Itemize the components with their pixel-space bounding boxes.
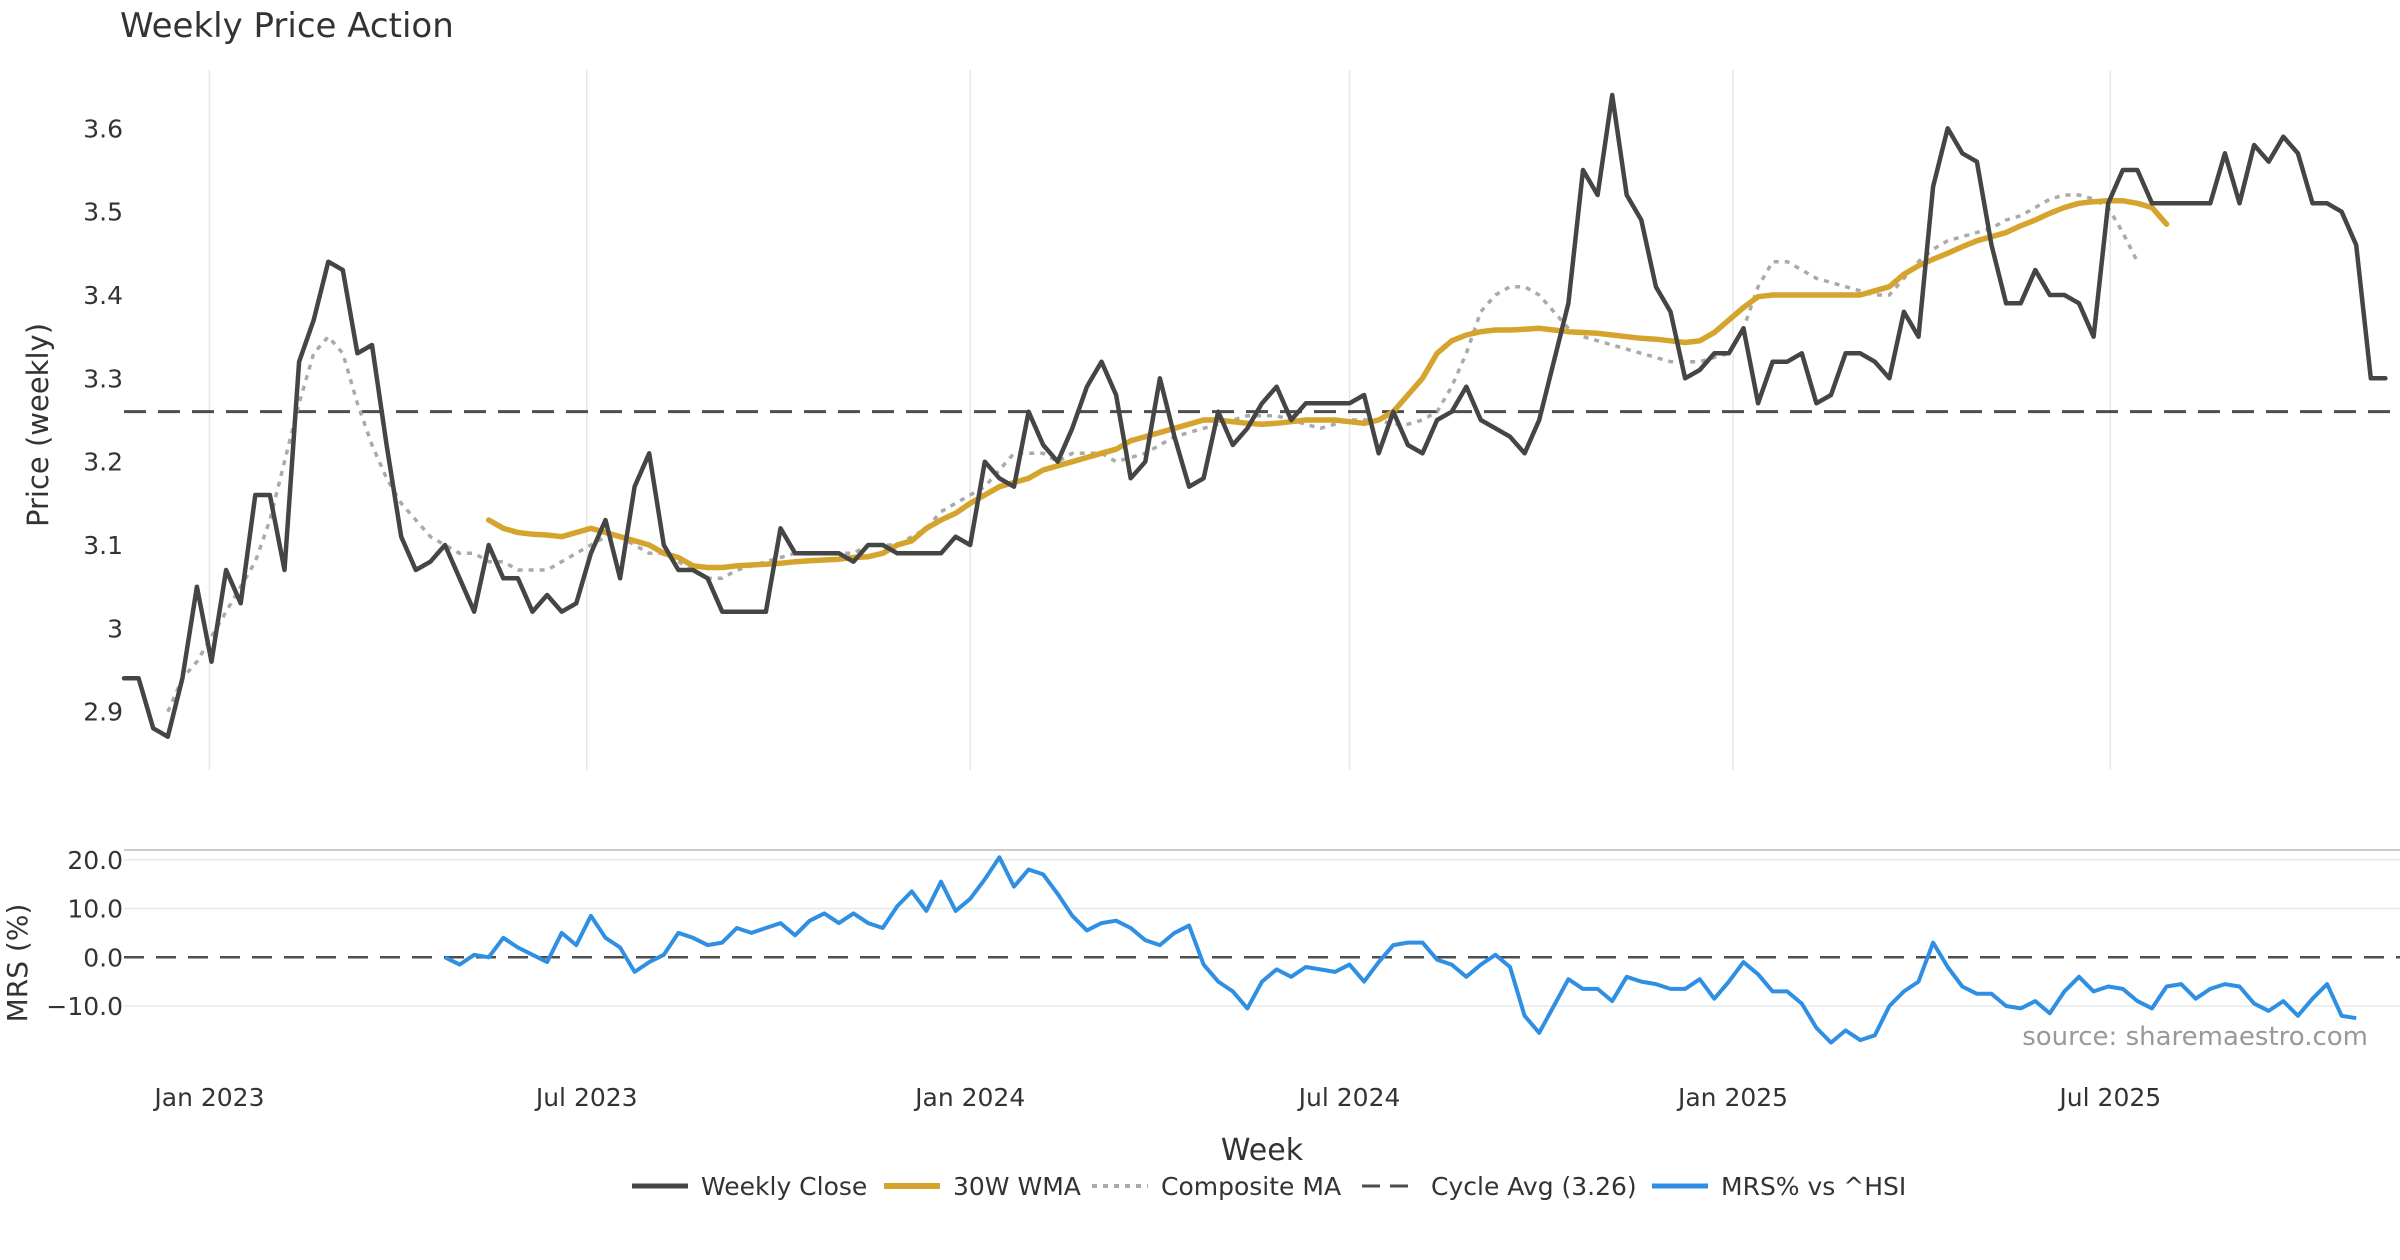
- mrs-y-axis-label: MRS (%): [1, 904, 34, 1023]
- legend-label-cycle: Cycle Avg (3.26): [1431, 1172, 1637, 1201]
- x-tick-label: Jul 2025: [2057, 1083, 2161, 1112]
- price-y-tick-label: 3.1: [83, 531, 123, 560]
- price-y-tick-label: 3.2: [83, 448, 123, 477]
- price-y-tick-label: 3: [107, 614, 123, 643]
- legend-label-composite: Composite MA: [1161, 1172, 1341, 1201]
- x-tick-label: Jan 2024: [913, 1083, 1025, 1112]
- price-y-ticks: 2.9 3 3.1 3.2 3.3 3.4 3.5 3.6: [83, 114, 123, 726]
- mrs-y-ticks: 20.0 10.0 0.0 −10.0: [46, 846, 123, 1021]
- mrs-y-tick-label: 10.0: [67, 895, 123, 924]
- price-y-tick-label: 3.5: [83, 198, 123, 227]
- wma-30w-line: [485, 198, 2170, 571]
- x-axis-ticks: Jan 2023 Jul 2023 Jan 2024 Jul 2024 Jan 2025…: [152, 1083, 2161, 1112]
- price-panel: 2.9 3 3.1 3.2 3.3 3.4 3.5 3.6 Price (weekly): [21, 70, 2400, 770]
- weekly-close-line: [121, 92, 2388, 739]
- mrs-gridlines: [124, 859, 2400, 1007]
- price-y-tick-label: 2.9: [83, 698, 123, 727]
- mrs-y-tick-label: 0.0: [83, 943, 123, 972]
- legend: Weekly Close 30W WMA Composite MA Cycle Avg…: [632, 1172, 1906, 1201]
- chart-title: Weekly Price Action: [120, 6, 454, 46]
- legend-label-close: Weekly Close: [701, 1172, 867, 1201]
- mrs-y-tick-label: −10.0: [46, 992, 123, 1021]
- composite-ma-line: [166, 193, 2139, 713]
- mrs-line: [444, 855, 2357, 1045]
- x-tick-label: Jan 2023: [152, 1083, 264, 1112]
- legend-label-mrs: MRS% vs ^HSI: [1721, 1172, 1906, 1201]
- mrs-y-tick-label: 20.0: [67, 846, 123, 875]
- x-tick-label: Jan 2025: [1676, 1083, 1788, 1112]
- price-series: [121, 92, 2388, 739]
- legend-label-wma: 30W WMA: [953, 1172, 1081, 1201]
- price-y-tick-label: 3.6: [83, 114, 123, 143]
- mrs-panel: 20.0 10.0 0.0 −10.0 MRS (%) source: sharema…: [1, 846, 2400, 1052]
- x-tick-label: Jul 2024: [1297, 1083, 1401, 1112]
- price-y-tick-label: 3.3: [83, 364, 123, 393]
- price-gridlines: [208, 70, 2112, 770]
- price-y-tick-label: 3.4: [83, 281, 123, 310]
- x-axis-label: Week: [1221, 1133, 1304, 1168]
- mrs-series: [444, 855, 2357, 1045]
- x-tick-label: Jul 2023: [534, 1083, 638, 1112]
- price-y-axis-label: Price (weekly): [21, 323, 55, 527]
- source-note: source: sharemaestro.com: [2022, 1022, 2368, 1052]
